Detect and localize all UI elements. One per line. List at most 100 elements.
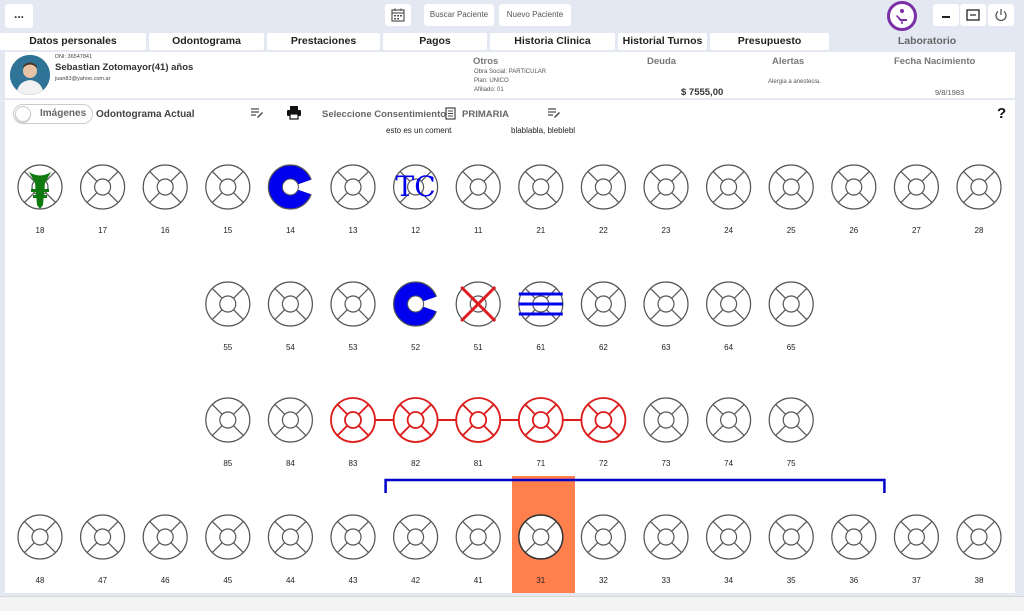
tooth-82[interactable] <box>392 397 439 443</box>
tooth-73[interactable] <box>643 397 689 443</box>
tooth-23[interactable] <box>643 164 689 210</box>
tooth-46[interactable] <box>142 514 188 560</box>
tab-laboratorio[interactable]: Laboratorio <box>832 33 1022 50</box>
tooth-85[interactable] <box>205 397 251 443</box>
buscar-paciente-button[interactable]: Buscar Paciente <box>424 4 494 26</box>
tooth-26[interactable] <box>831 164 877 210</box>
tab-prestaciones[interactable]: Prestaciones <box>267 33 380 50</box>
maximize-button[interactable] <box>960 4 986 26</box>
tooth-35[interactable] <box>768 514 814 560</box>
tooth-32[interactable] <box>580 514 627 560</box>
patient-header: DNI: 36547841 Sebastian Zotomayor(41) añ… <box>5 52 1015 98</box>
help-icon[interactable]: ? <box>997 105 1007 122</box>
tooth-number-43: 43 <box>348 576 358 585</box>
tooth-number-33: 33 <box>661 576 671 585</box>
tooth-65[interactable] <box>768 281 814 327</box>
odontogram-panel: Imágenes Odontograma Actual Seleccione C… <box>5 100 1015 593</box>
tooth-53[interactable] <box>330 281 376 327</box>
tooth-47[interactable] <box>79 514 126 560</box>
tooth-71[interactable] <box>517 397 564 443</box>
tooth-number-51: 51 <box>473 343 483 352</box>
tooth-number-81: 81 <box>473 459 483 468</box>
edit-comments-button[interactable] <box>547 107 561 119</box>
tooth-33[interactable] <box>643 514 689 560</box>
tooth-74[interactable] <box>705 397 752 443</box>
tooth-55[interactable] <box>205 281 251 327</box>
tooth-38[interactable] <box>956 514 1002 560</box>
tooth-34[interactable] <box>705 514 752 560</box>
tooth-15[interactable] <box>205 164 251 210</box>
tooth-number-34: 34 <box>724 576 734 585</box>
tooth-41[interactable] <box>455 514 501 560</box>
tooth-11[interactable] <box>455 164 501 210</box>
tooth-27[interactable] <box>893 164 940 210</box>
tooth-number-11: 11 <box>474 226 483 235</box>
tab-pagos[interactable]: Pagos <box>383 33 487 50</box>
tooth-number-36: 36 <box>849 576 859 585</box>
imagenes-toggle[interactable]: Imágenes <box>13 104 93 124</box>
tooth-24[interactable] <box>705 164 752 210</box>
document-button[interactable] <box>445 107 456 120</box>
tooth-25[interactable] <box>768 164 814 210</box>
tooth-42[interactable] <box>393 514 439 560</box>
power-button[interactable] <box>988 4 1014 26</box>
more-menu-button[interactable]: ... <box>5 4 33 28</box>
tooth-64[interactable] <box>705 281 752 327</box>
calendar-icon <box>391 8 405 22</box>
tooth-number-31: 31 <box>536 576 546 585</box>
tab-historia-clinica[interactable]: Historia Clinica <box>490 33 615 50</box>
tooth-13[interactable] <box>330 164 376 210</box>
dentist-avatar-button[interactable] <box>887 1 917 31</box>
deuda-value: $ 7555,00 <box>681 87 724 98</box>
primaria-label[interactable]: PRIMARIA <box>462 109 509 120</box>
tooth-83[interactable] <box>330 397 376 443</box>
tooth-63[interactable] <box>643 281 689 327</box>
tooth-84[interactable] <box>267 397 313 443</box>
tooth-31[interactable] <box>518 514 564 560</box>
tab-presupuesto[interactable]: Presupuesto <box>710 33 829 50</box>
tooth-number-47: 47 <box>98 576 108 585</box>
tab-odontograma[interactable]: Odontograma <box>149 33 264 50</box>
tooth-number-23: 23 <box>661 226 671 235</box>
tooth-17[interactable] <box>79 164 126 210</box>
odontogram-title: Odontograma Actual <box>96 109 195 120</box>
nuevo-paciente-button[interactable]: Nuevo Paciente <box>499 4 571 26</box>
tooth-48[interactable] <box>17 514 63 560</box>
tooth-62[interactable] <box>580 281 627 327</box>
tooth-number-27: 27 <box>911 226 921 235</box>
tooth-45[interactable] <box>205 514 251 560</box>
minimize-button[interactable] <box>933 4 959 26</box>
tooth-16[interactable] <box>142 164 188 210</box>
tab-datos-personales[interactable]: Datos personales <box>0 33 146 50</box>
tooth-22[interactable] <box>580 164 627 210</box>
tooth-number-38: 38 <box>974 576 984 585</box>
print-icon <box>287 106 301 120</box>
tooth-72[interactable] <box>580 397 627 443</box>
tooth-number-28: 28 <box>974 226 984 235</box>
tooth-28[interactable] <box>956 164 1002 210</box>
tooth-14[interactable] <box>267 164 314 210</box>
tooth-81[interactable] <box>455 397 502 443</box>
tooth-37[interactable] <box>893 514 940 560</box>
tooth-75[interactable] <box>768 397 814 443</box>
edit-notes-button[interactable] <box>250 107 264 119</box>
tooth-36[interactable] <box>831 514 877 560</box>
tooth-number-32: 32 <box>598 576 608 585</box>
tooth-number-62: 62 <box>598 343 608 352</box>
tab-historial-turnos[interactable]: Historial Turnos <box>618 33 707 50</box>
tooth-44[interactable] <box>267 514 313 560</box>
tooth-number-14: 14 <box>285 226 295 235</box>
calendar-button[interactable] <box>385 4 411 26</box>
tooth-52[interactable] <box>393 281 439 327</box>
tooth-43[interactable] <box>330 514 376 560</box>
person-icon <box>10 55 50 95</box>
tooth-number-73: 73 <box>661 459 671 468</box>
consentimiento-select[interactable]: Seleccione Consentimiento <box>322 109 447 120</box>
tooth-18[interactable] <box>17 164 63 210</box>
print-button[interactable] <box>286 105 302 120</box>
tooth-54[interactable] <box>267 281 313 327</box>
tooth-12[interactable]: TC <box>393 164 439 210</box>
tooth-51[interactable] <box>455 281 501 327</box>
tooth-21[interactable] <box>518 164 564 210</box>
tooth-61[interactable] <box>518 281 564 327</box>
